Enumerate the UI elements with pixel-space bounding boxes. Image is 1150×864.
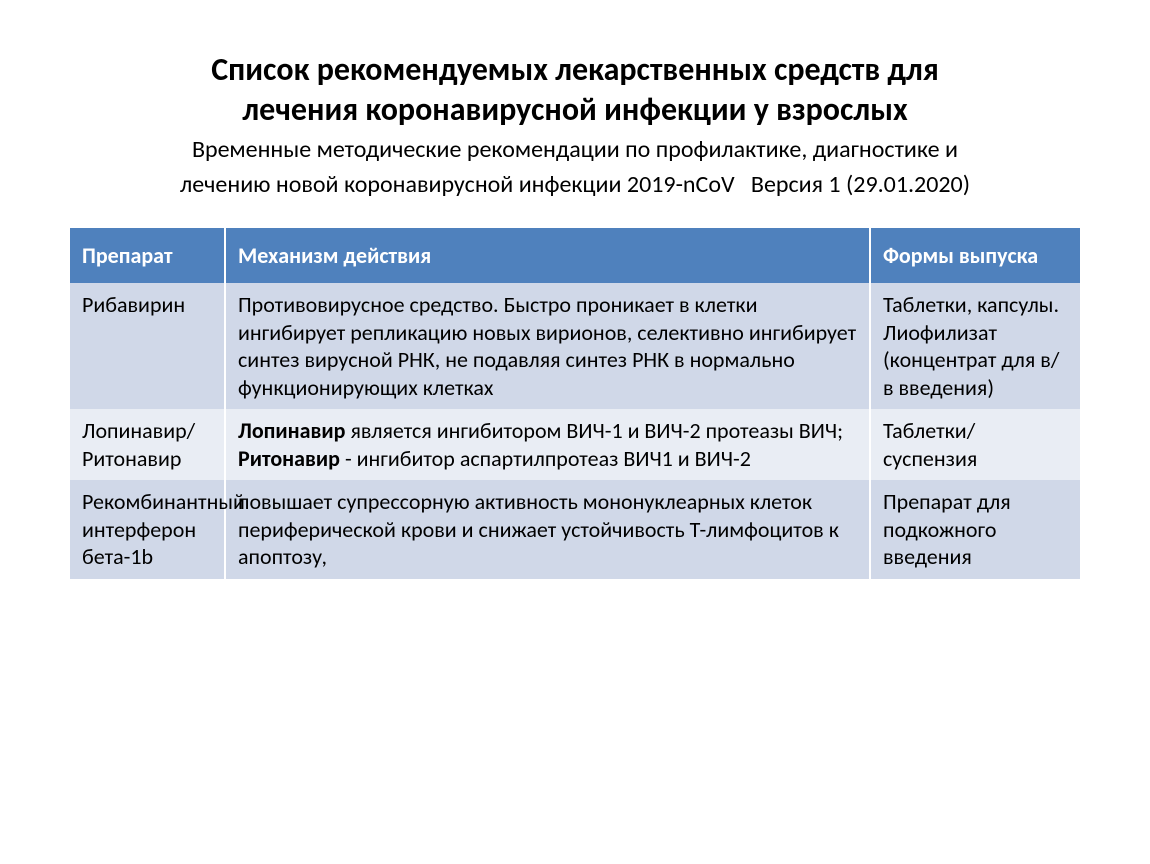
cell-mechanism: повышает супрессорную активность мононук… [225, 480, 870, 579]
cell-drug: Лопинавир/ Ритонавир [70, 409, 225, 480]
mechanism-bold-2: Ритонавир [238, 445, 340, 472]
mechanism-text-2: - ингибитор аспартилпротеаз ВИЧ1 и ВИЧ-2 [340, 445, 751, 472]
cell-drug: Рибавирин [70, 283, 225, 409]
col-header-form: Формы выпуска [870, 228, 1080, 283]
mechanism-text-1: является ингибитором ВИЧ-1 и ВИЧ-2 проте… [345, 417, 843, 444]
cell-form: Таблетки/суспензия [870, 409, 1080, 480]
col-header-drug: Препарат [70, 228, 225, 283]
cell-mechanism: Лопинавир является ингибитором ВИЧ-1 и В… [225, 409, 870, 480]
slide: Список рекомендуемых лекарственных средс… [0, 0, 1150, 579]
cell-drug: Рекомбинантный интерферон бета-1b [70, 480, 225, 579]
table-row: Рекомбинантный интерферон бета-1b повыша… [70, 480, 1080, 579]
mechanism-bold-1: Лопинавир [238, 417, 345, 444]
col-header-mechanism: Механизм действия [225, 228, 870, 283]
cell-mechanism: Противовирусное средство. Быстро проника… [225, 283, 870, 409]
cell-form: Препарат для подкожного введения [870, 480, 1080, 579]
title-line-2: лечения коронавирусной инфекции у взросл… [70, 90, 1080, 130]
table-row: Рибавирин Противовирусное средство. Быст… [70, 283, 1080, 409]
subtitle-line-2: лечению новой коронавирусной инфекции 20… [70, 169, 1080, 200]
subtitle-line-1: Временные методические рекомендации по п… [70, 134, 1080, 165]
table-header-row: Препарат Механизм действия Формы выпуска [70, 228, 1080, 283]
table-row: Лопинавир/ Ритонавир Лопинавир является … [70, 409, 1080, 480]
title-line-1: Список рекомендуемых лекарственных средс… [70, 50, 1080, 90]
cell-form: Таблетки, капсулы. Лиофилизат (концентра… [870, 283, 1080, 409]
title-block: Список рекомендуемых лекарственных средс… [70, 50, 1080, 200]
medications-table: Препарат Механизм действия Формы выпуска… [70, 228, 1080, 579]
